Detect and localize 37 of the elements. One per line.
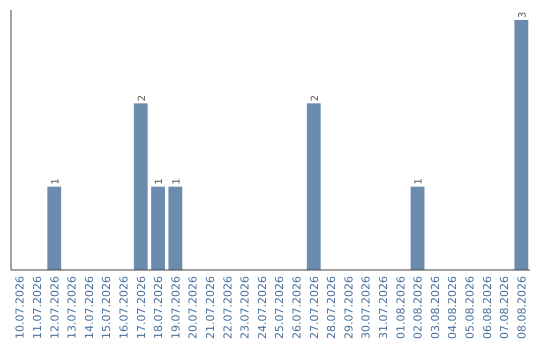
- x-tick-label: 17.07.2026: [134, 276, 148, 339]
- x-tick-label: 12.07.2026: [48, 276, 62, 339]
- x-tick-label: 16.07.2026: [117, 276, 130, 339]
- data-label: 1: [50, 178, 62, 185]
- x-tick-label: 13.07.2026: [66, 276, 79, 339]
- x-tick-label: 10.07.2026: [14, 276, 27, 339]
- x-tick-label: 19.07.2026: [169, 276, 182, 339]
- x-tick-label: 30.07.2026: [360, 276, 373, 339]
- data-label: 3: [517, 12, 528, 18]
- x-tick-label: 21.07.2026: [204, 276, 217, 339]
- data-label: 1: [171, 178, 182, 185]
- x-tick-label: 28.07.2026: [325, 276, 338, 339]
- data-label: 2: [136, 94, 148, 102]
- data-label: 2: [310, 94, 321, 102]
- x-tick-label: 27.07.2026: [308, 276, 321, 339]
- x-tick-label: 08.08.2026: [515, 276, 528, 339]
- data-label: 1: [154, 178, 166, 185]
- x-tick-label: 05.08.2026: [463, 276, 476, 339]
- x-tick-label: 26.07.2026: [290, 276, 304, 339]
- x-tick-label: 03.08.2026: [428, 276, 442, 339]
- x-tick-label: 31.07.2026: [376, 276, 390, 339]
- x-tick-label: 15.07.2026: [100, 276, 114, 339]
- x-tick-label: 29.07.2026: [342, 276, 356, 339]
- x-tick-label: 14.07.2026: [82, 276, 96, 339]
- x-tick-label: 22.07.2026: [221, 276, 234, 339]
- x-tick-label: 25.07.2026: [273, 276, 286, 339]
- x-tick-label: 02.08.2026: [412, 276, 425, 339]
- x-tick-label: 20.07.2026: [186, 276, 200, 339]
- x-tick-label: 18.07.2026: [152, 276, 166, 339]
- x-tick-label: 24.07.2026: [256, 276, 269, 339]
- x-tick-label: 01.08.2026: [394, 276, 408, 339]
- x-tick-label: 11.07.2026: [30, 276, 44, 339]
- x-tick-label: 06.08.2026: [480, 276, 494, 339]
- x-tick-label: 04.08.2026: [446, 276, 460, 339]
- x-tick-label: 23.07.2026: [238, 276, 252, 339]
- x-tick-label: 07.08.2026: [498, 276, 512, 339]
- data-label: 1: [414, 178, 425, 185]
